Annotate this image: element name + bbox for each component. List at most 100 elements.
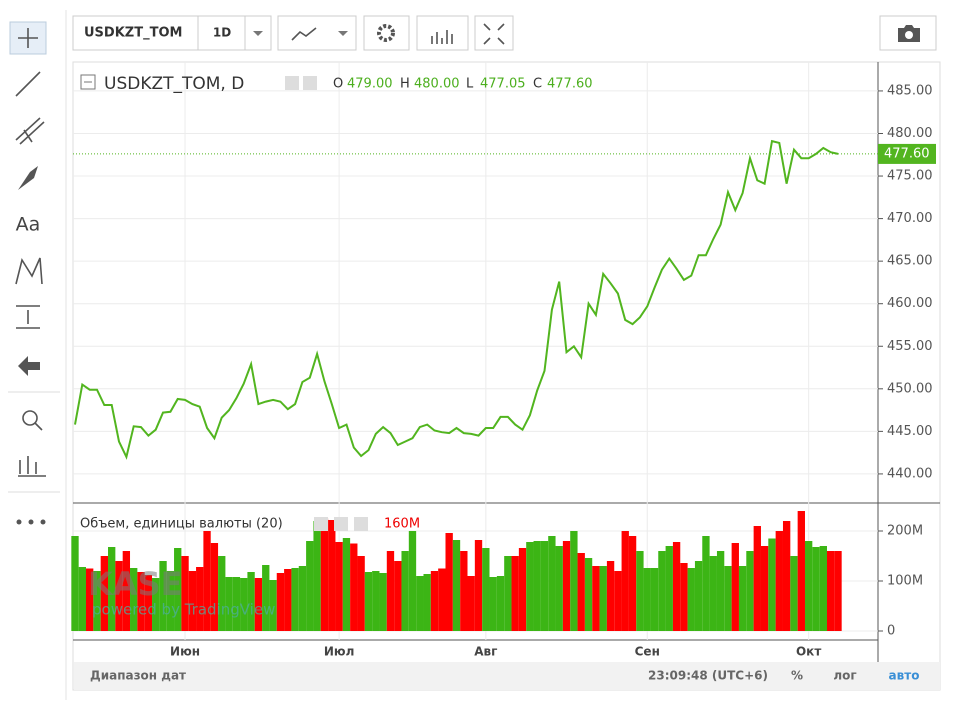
volume-bar [408,531,417,631]
ohlc-key: H [400,77,410,92]
volume-bar [152,578,160,631]
line-tool[interactable] [15,71,41,97]
x-tick-label: Июл [324,645,355,659]
close-button[interactable] [354,517,368,531]
volume-bar [93,571,101,631]
volume-bar [78,567,87,631]
dropdown[interactable] [338,31,348,36]
fullscreen[interactable] [474,15,514,51]
ohlc-value: 480.00 [414,77,460,92]
volume-bar [218,556,226,631]
top-toolbar: USDKZT_TOM 1D [72,15,937,51]
measure-tool[interactable] [16,305,40,329]
volume-bar [350,543,358,631]
log-toggle[interactable]: лог [833,669,856,683]
crosshair-icon [18,28,38,48]
volume-bar [232,577,241,631]
pattern-tool[interactable] [15,257,43,285]
volume-bar [680,563,688,631]
left-toolbar: Aa [8,10,67,700]
marks [71,139,878,631]
y-tick-label: 475.00 [887,169,933,184]
indicators[interactable] [416,15,469,51]
volume-bar [452,540,461,631]
volume-bar [188,571,197,631]
visibility-button[interactable] [285,76,299,90]
volume-bar [254,578,263,631]
volume-bar [174,548,182,631]
percent-toggle[interactable]: % [791,669,803,683]
auto-toggle[interactable]: авто [889,669,920,683]
volume-bar [702,536,710,631]
volume-bar [775,531,783,631]
gear-icon [377,24,395,42]
back-tool[interactable] [18,356,40,376]
volume-bar [570,531,578,631]
zoom-tool[interactable] [22,410,38,426]
volume-bar [196,567,204,631]
volume-bar [394,561,402,631]
volume-bar [562,541,571,631]
volume-bar [445,533,453,631]
volume-bar [738,566,747,631]
volume-bar [181,556,189,631]
more-tools[interactable] [16,519,46,525]
volume-bar [291,568,299,631]
interval[interactable]: 1D [213,26,231,40]
volume-bar [108,547,116,631]
ohlc-key: C [533,77,542,92]
volume-bar [518,548,527,631]
volume-bar [71,536,79,631]
volume-bar [812,547,820,631]
y-tick-label: 480.00 [887,126,933,141]
volume-bar [357,556,365,631]
volume-bar [636,551,644,631]
clock: 23:09:48 (UTC+6) [648,669,768,683]
volume-bar [379,573,387,631]
ohlc-key: O [333,77,343,92]
volume-bar [328,520,336,631]
text-tool[interactable]: Aa [16,214,41,236]
volume-bar [672,542,681,631]
chart-props-tool[interactable] [18,456,46,477]
y-tick-label: 0 [887,624,895,639]
settings-button[interactable] [334,517,348,531]
volume-bar [782,521,791,631]
x-tick-label: Авг [474,645,497,659]
volume-bar [526,542,534,631]
visibility-button[interactable] [314,517,328,531]
volume-bar [511,556,519,631]
volume-bar [834,551,842,631]
volume-bar [372,571,380,631]
volume-bar [262,565,270,631]
volume-bar [416,576,424,631]
settings-button[interactable] [303,76,317,90]
volume-bar [430,571,439,631]
y-tick-label: 465.00 [887,254,933,269]
date-range[interactable]: Диапазон дат [90,669,186,683]
chart-title: USDKZT_TOM, D [104,74,244,94]
volume-bar [797,511,805,631]
x-tick-label: Июн [170,645,200,659]
ohlc-key: L [466,77,474,92]
line-style-icon [291,27,317,41]
settings[interactable] [363,15,410,51]
volume-bar [474,540,483,631]
volume-bar [790,556,798,631]
volume-bar [122,551,131,631]
dropdown[interactable] [253,31,263,36]
brush-tool[interactable] [18,166,38,190]
symbol-box[interactable] [72,15,272,51]
indicators-icon [431,30,453,44]
camera-lens [905,31,913,39]
volume-bar [137,572,145,631]
last-price-tag [878,143,936,164]
y-tick-label: 470.00 [887,211,933,226]
fork-tool[interactable] [15,117,45,145]
collapse-button[interactable] [80,74,96,90]
volume-bar [504,556,512,631]
x-tick-label: Сен [635,645,660,659]
volume-bar [753,526,761,631]
volume-bar [584,558,593,631]
